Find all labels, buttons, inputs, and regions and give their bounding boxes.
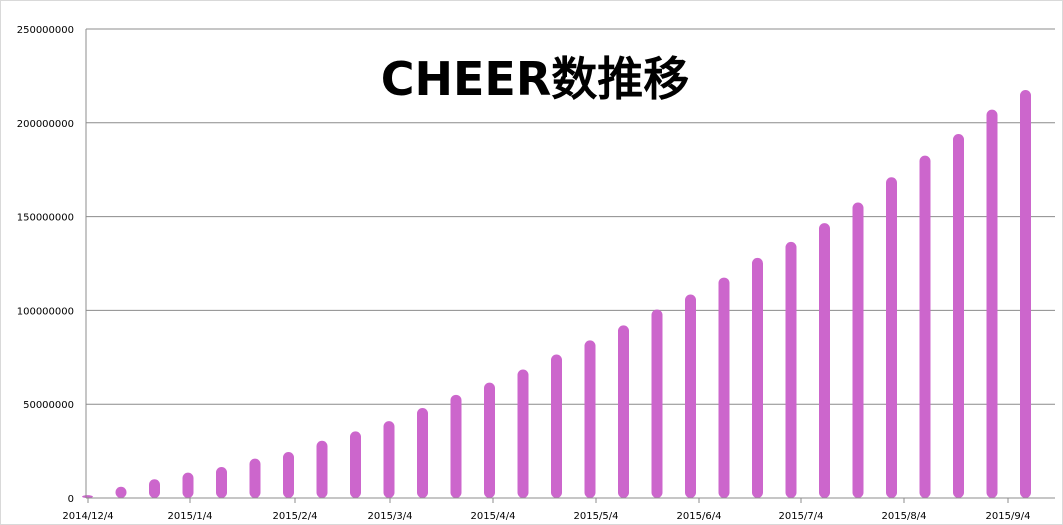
x-tick-label: 2015/6/4 xyxy=(677,511,722,522)
x-tick-label: 2015/1/4 xyxy=(168,511,213,522)
bar xyxy=(82,495,93,498)
x-tick-label: 2015/3/4 xyxy=(368,511,413,522)
x-tick-label: 2015/9/4 xyxy=(986,511,1031,522)
bar xyxy=(115,486,127,498)
bar xyxy=(551,354,562,498)
y-tick-label: 250000000 xyxy=(17,25,74,36)
x-tick-label: 2015/5/4 xyxy=(574,511,619,522)
bar xyxy=(216,467,227,498)
bar xyxy=(752,257,763,498)
bar xyxy=(718,277,730,498)
bar xyxy=(618,325,629,498)
x-tick-label: 2015/7/4 xyxy=(779,511,824,522)
bar xyxy=(484,382,495,498)
bar xyxy=(383,421,395,498)
bar xyxy=(919,155,931,498)
bar xyxy=(785,241,797,498)
bar xyxy=(1020,89,1031,498)
bar xyxy=(852,202,864,498)
tick-labels: 0 50000000 100000000 150000000 200000000 2500… xyxy=(17,25,1031,522)
axes xyxy=(85,29,1055,503)
bar xyxy=(651,309,663,498)
chart-title: CHEER数推移 xyxy=(381,52,690,106)
bar xyxy=(182,472,194,498)
bar xyxy=(249,458,261,498)
bar xyxy=(953,134,964,498)
bar xyxy=(886,177,897,499)
bar xyxy=(685,294,696,498)
bar xyxy=(517,369,529,498)
bar xyxy=(350,431,361,498)
x-tick-label: 2015/2/4 xyxy=(273,511,318,522)
bars xyxy=(82,89,1031,499)
y-tick-label: 150000000 xyxy=(17,213,74,224)
bar xyxy=(316,440,328,498)
y-tick-label: 0 xyxy=(68,494,74,505)
x-tick-label: 2014/12/4 xyxy=(62,511,113,522)
bar xyxy=(283,452,294,498)
y-tick-label: 50000000 xyxy=(23,400,74,411)
x-tick-label: 2015/8/4 xyxy=(882,511,927,522)
bar xyxy=(149,479,160,498)
y-tick-label: 100000000 xyxy=(17,306,74,317)
bar xyxy=(450,394,462,498)
bar xyxy=(584,340,596,498)
bar xyxy=(417,407,428,498)
bar xyxy=(819,223,830,498)
bar xyxy=(986,109,998,498)
x-tick-label: 2015/4/4 xyxy=(471,511,516,522)
y-tick-label: 200000000 xyxy=(17,119,74,130)
